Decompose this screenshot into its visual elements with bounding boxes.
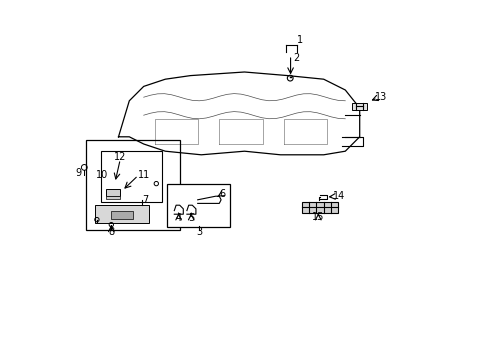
Text: 1: 1: [297, 35, 303, 45]
Polygon shape: [302, 202, 337, 213]
Text: 10: 10: [95, 170, 107, 180]
Polygon shape: [95, 205, 149, 223]
Text: 13: 13: [374, 92, 386, 102]
Text: 8: 8: [108, 227, 114, 237]
Polygon shape: [352, 103, 366, 110]
Bar: [167, 184, 230, 227]
Text: 14: 14: [332, 191, 344, 201]
Bar: [86, 140, 179, 230]
Text: 2: 2: [293, 53, 299, 63]
Text: 11: 11: [137, 170, 149, 180]
Text: 9: 9: [75, 168, 81, 178]
Text: 6: 6: [220, 189, 225, 199]
Bar: [101, 151, 162, 202]
Text: 12: 12: [114, 152, 126, 162]
Text: 15: 15: [311, 212, 324, 222]
Text: 7: 7: [142, 195, 148, 205]
Polygon shape: [111, 211, 133, 219]
Text: 5: 5: [188, 213, 194, 223]
Polygon shape: [106, 189, 120, 196]
Text: 3: 3: [196, 227, 202, 237]
Text: 4: 4: [175, 213, 182, 223]
Polygon shape: [106, 196, 120, 199]
